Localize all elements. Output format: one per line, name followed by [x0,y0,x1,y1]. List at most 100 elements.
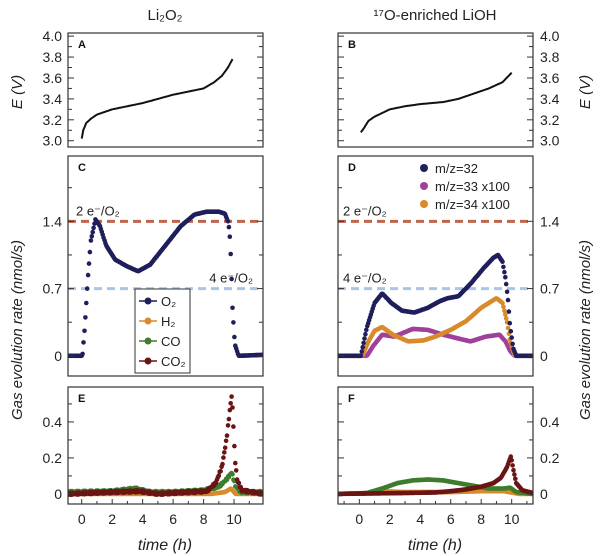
legend-marker [144,337,152,345]
series-group [338,454,533,497]
x-tick-label: 2 [386,511,394,527]
data-point [362,336,367,341]
y-tick-label: 3.4 [43,91,63,107]
legend: m/z=32 m/z=33 x100 m/z=34 x100 [420,161,510,212]
data-point [86,261,92,266]
legend-label: O₂ [161,294,176,309]
y-tick-label: 3.4 [540,91,560,107]
legend-marker [420,182,428,190]
data-point [513,476,518,482]
data-point [90,229,95,235]
y-tick-label: 0.4 [540,414,560,430]
data-point [226,416,232,422]
data-point [222,450,227,455]
reference-line-label: 2 e⁻/O₂ [76,203,120,218]
data-point [230,472,235,477]
data-point [500,259,505,265]
panel-e: 0 0.2 0.4 0 2 4 6 8 10 E [43,386,264,527]
y-tick-label: 3.6 [43,70,63,86]
series-o [68,209,263,359]
data-point [510,341,515,347]
x-tick-label: 6 [169,511,177,527]
reference-line-label: 2 e⁻/O₂ [343,203,387,218]
data-point [232,334,237,340]
data-point [502,269,507,275]
data-point [507,320,513,326]
y-tick-label: 0 [540,486,548,502]
x-tick-label: 4 [139,511,147,527]
panel-label: F [348,393,355,405]
x-tick-label: 4 [416,511,424,527]
series-co [338,454,533,497]
series-e-line [360,71,513,133]
data-point [229,276,234,282]
series-group [68,394,263,498]
data-point [501,264,506,270]
panel-c: 0 0.7 1.4 C 2 e⁻/O₂ 4 e⁻/O₂ O₂ H₂ CO CO₂ [43,155,264,377]
y-tick-label: 4.0 [540,28,560,44]
x-tick-label: 6 [447,511,455,527]
plot-frame [337,32,534,148]
series-e-line [80,58,234,139]
data-point [509,335,514,340]
data-point [225,219,231,224]
x-tick-label: 10 [226,511,242,527]
panel-label: D [348,162,356,174]
plot-frame [67,386,264,505]
data-point [503,312,508,317]
y-axis-label-gas-right: Gas evolution rate (nmol/s) [577,240,594,420]
panel-a: 3.0 3.2 3.4 3.6 3.8 4.0 A [43,28,264,149]
legend-box [134,288,191,374]
data-point [504,289,510,295]
data-point [223,438,229,444]
data-point [364,327,369,333]
y-tick-label: 0 [54,486,62,502]
legend-marker [420,200,428,208]
data-point [216,473,222,478]
data-point [218,468,223,474]
reference-line-label: 4 e⁻/O₂ [209,271,253,286]
legend-label: m/z=34 x100 [435,197,510,212]
data-point [231,320,236,325]
data-point [508,328,514,334]
data-point [231,424,236,429]
data-point [220,461,225,467]
y-tick-label: 0.2 [43,450,63,466]
data-point [361,340,366,346]
x-tick-label: 10 [504,511,520,527]
data-point [228,251,233,257]
y-tick-label: 0 [540,348,548,364]
y-tick-label: 3.0 [540,133,560,149]
data-point [227,234,233,239]
data-point [506,309,512,314]
data-point [222,445,228,451]
data-point [363,331,368,337]
legend-label: CO₂ [161,354,186,369]
plot-frame [337,155,534,377]
data-point [502,308,507,314]
data-point [230,405,235,410]
series-group [68,209,263,359]
panel-label: A [78,39,86,51]
y-tick-label: 3.2 [540,112,560,128]
data-point [512,472,517,477]
data-point [80,351,85,357]
data-point [508,454,514,459]
data-point [228,401,233,406]
y-tick-label: 0.2 [540,450,560,466]
x-axis-label-left: time (h) [138,537,192,554]
data-point [500,300,505,306]
series-group [338,252,533,359]
data-point [505,297,511,303]
y-tick-label: 3.6 [540,70,560,86]
column-title-li2o2: Li₂O₂ [148,7,183,24]
data-point [503,316,509,321]
reference-line-label: 4 e⁻/O₂ [343,271,387,286]
panels: 3.03.23.43.63.84.0A3.03.23.43.63.84.0B00… [43,28,560,527]
data-point [221,455,226,460]
data-point [358,353,364,359]
data-point [226,224,232,230]
legend-label: H₂ [161,314,175,329]
y-tick-label: 0.7 [540,281,560,297]
